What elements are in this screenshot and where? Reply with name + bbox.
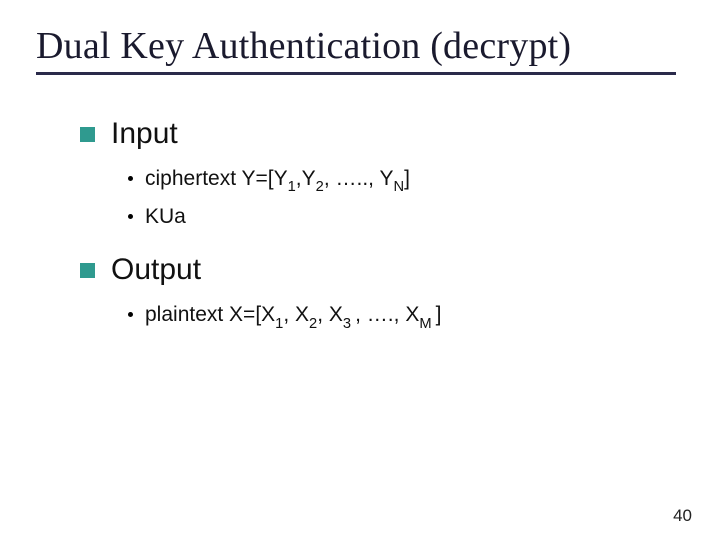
text-fragment: , …., X: [355, 303, 419, 326]
subscript: 3: [343, 316, 355, 332]
sub-list: ciphertext Y=[Y1,Y2, ….., YN] KUa: [128, 165, 684, 231]
subscript: 1: [275, 316, 283, 332]
bullet-square-icon: [80, 263, 95, 278]
sub-text: plaintext X=[X1, X2, X3 , …., XM ]: [145, 301, 442, 333]
page-number: 40: [673, 506, 692, 526]
bullet-square-icon: [80, 127, 95, 142]
section-label: Input: [111, 117, 178, 151]
text-fragment: , X: [283, 303, 309, 326]
text-fragment: ]: [436, 303, 442, 326]
dot-icon: [128, 312, 133, 317]
slide: Dual Key Authentication (decrypt) Input …: [0, 0, 720, 540]
text-fragment: , X: [317, 303, 343, 326]
subscript: 2: [309, 316, 317, 332]
list-item: plaintext X=[X1, X2, X3 , …., XM ]: [128, 301, 684, 333]
dot-icon: [128, 214, 133, 219]
dot-icon: [128, 176, 133, 181]
list-item: KUa: [128, 203, 684, 231]
text-fragment: , ….., Y: [324, 167, 394, 190]
text-fragment: ,Y: [296, 167, 316, 190]
sub-text: ciphertext Y=[Y1,Y2, ….., YN]: [145, 165, 410, 197]
section-header: Output: [80, 253, 684, 287]
section-output: Output plaintext X=[X1, X2, X3 , …., XM …: [80, 253, 684, 333]
section-header: Input: [80, 117, 684, 151]
sub-list: plaintext X=[X1, X2, X3 , …., XM ]: [128, 301, 684, 333]
text-fragment: ciphertext Y=[Y: [145, 167, 288, 190]
subscript: M: [419, 316, 435, 332]
list-item: ciphertext Y=[Y1,Y2, ….., YN]: [128, 165, 684, 197]
subscript: N: [393, 179, 404, 195]
text-fragment: ]: [404, 167, 410, 190]
subscript: 2: [316, 179, 324, 195]
slide-title: Dual Key Authentication (decrypt): [36, 24, 684, 68]
subscript: 1: [288, 179, 296, 195]
section-input: Input ciphertext Y=[Y1,Y2, ….., YN] KUa: [80, 117, 684, 231]
sub-text: KUa: [145, 203, 186, 231]
section-label: Output: [111, 253, 201, 287]
title-underline: [36, 72, 676, 75]
text-fragment: plaintext X=[X: [145, 303, 275, 326]
